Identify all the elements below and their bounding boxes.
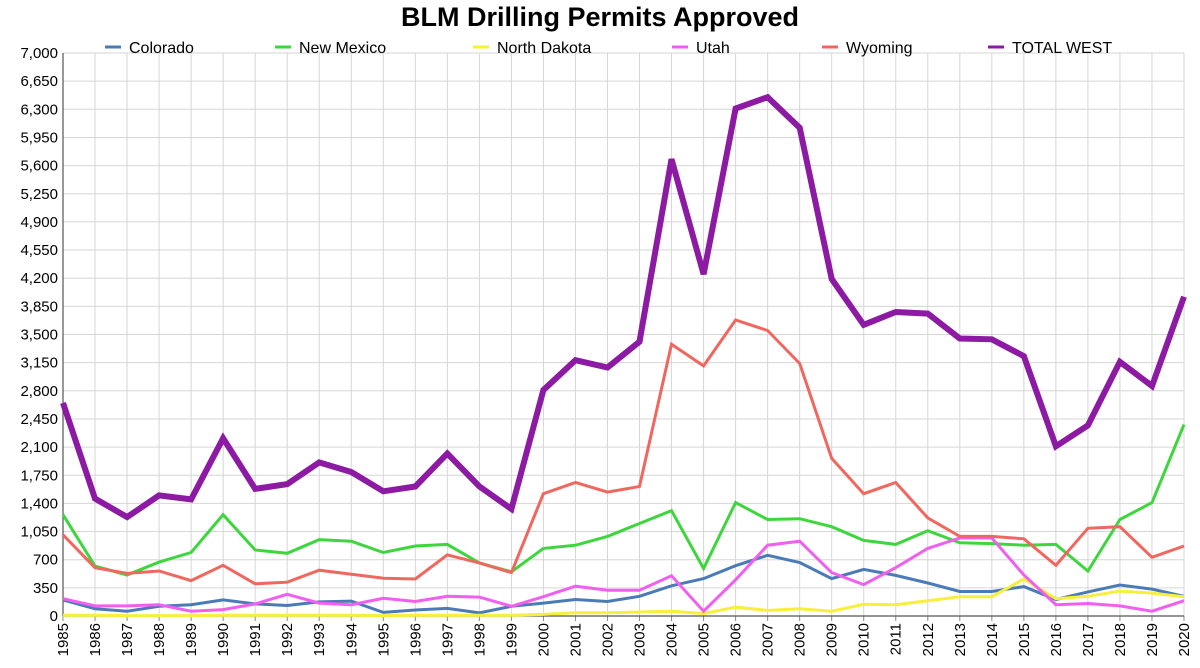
x-tick-label: 2009 <box>824 623 841 656</box>
y-tick-label: 700 <box>33 552 58 569</box>
x-tick-label: 2005 <box>696 623 713 656</box>
x-tick-label: 1999 <box>503 623 520 656</box>
x-tick-label: 2012 <box>920 623 937 656</box>
y-tick-label: 4,550 <box>20 242 58 259</box>
x-tick-label: 2000 <box>535 623 552 656</box>
y-tick-label: 4,900 <box>20 214 58 231</box>
legend-label-new-mexico: New Mexico <box>299 40 386 57</box>
x-tick-label: 2006 <box>728 623 745 656</box>
axis-layer: 0 350 700 1,050 1,400 1,750 2,100 2,450 2,800 3,1… <box>20 45 1193 656</box>
x-tick-label: 2011 <box>888 623 905 655</box>
y-tick-label: 1,750 <box>20 467 58 484</box>
y-tick-label: 6,650 <box>20 73 58 90</box>
y-tick-label: 3,150 <box>20 355 58 372</box>
x-tick-label: 2002 <box>599 623 616 656</box>
x-tick-label: 1988 <box>151 623 168 656</box>
y-tick-label: 4,200 <box>20 270 58 287</box>
series-line-colorado <box>62 553 1185 615</box>
series-layer <box>60 93 1187 618</box>
y-tick-label: 5,600 <box>20 158 58 175</box>
y-tick-label: 7,000 <box>20 45 58 62</box>
y-tick-label: 5,250 <box>20 186 58 203</box>
series-line-wyoming <box>61 318 1185 586</box>
x-tick-label: 1996 <box>407 623 424 656</box>
y-tick-label: 2,100 <box>20 439 58 456</box>
series-line-total-west <box>60 93 1187 521</box>
x-tick-label: 2020 <box>1176 623 1193 656</box>
x-tick-label: 1986 <box>87 623 104 656</box>
x-tick-label: 2003 <box>632 623 649 656</box>
x-tick-label: 2008 <box>792 623 809 656</box>
legend-label-wyoming: Wyoming <box>846 40 913 57</box>
x-tick-label: 2004 <box>664 623 681 656</box>
y-tick-label: 1,400 <box>20 495 58 512</box>
x-tick-label: 1997 <box>439 623 456 656</box>
y-tick-label: 2,450 <box>20 411 58 428</box>
legend-label-colorado: Colorado <box>129 40 194 57</box>
x-tick-label: 2019 <box>1144 623 1161 656</box>
x-tick-label: 2001 <box>567 623 584 656</box>
x-tick-label: 2014 <box>984 623 1001 656</box>
x-tick-label: 2013 <box>952 623 969 656</box>
legend: Colorado New Mexico North Dakota Utah Wyomin… <box>105 40 1112 57</box>
x-tick-label: 2016 <box>1048 623 1065 656</box>
x-tick-label: 1991 <box>247 623 264 656</box>
x-tick-label: 1992 <box>279 623 296 656</box>
x-tick-label: 1994 <box>343 623 360 656</box>
legend-label-north-dakota: North Dakota <box>497 40 591 57</box>
x-tick-label: 2018 <box>1112 623 1129 656</box>
y-tick-label: 5,950 <box>20 129 58 146</box>
x-tick-label: 2007 <box>760 623 777 656</box>
x-tick-label: 2017 <box>1080 623 1097 656</box>
x-tick-label: 1985 <box>55 623 72 656</box>
y-tick-label: 3,500 <box>20 327 58 344</box>
x-tick-label: 1998 <box>471 623 488 656</box>
series-line-north-dakota <box>63 577 1185 618</box>
x-tick-label: 2010 <box>856 623 873 656</box>
x-tick-label: 2015 <box>1016 623 1033 656</box>
y-tick-label: 350 <box>33 580 58 597</box>
x-tick-label: 1989 <box>183 623 200 656</box>
y-tick-label: 6,300 <box>20 101 58 118</box>
chart-title: BLM Drilling Permits Approved <box>400 2 800 32</box>
x-tick-label: 1993 <box>311 623 328 656</box>
y-tick-label: 0 <box>50 608 58 625</box>
x-tick-label: 1995 <box>375 623 392 656</box>
x-tick-label: 1987 <box>119 623 136 656</box>
grid-layer <box>62 52 1185 617</box>
legend-label-total-west: TOTAL WEST <box>1012 40 1112 57</box>
series-line-utah <box>62 536 1185 614</box>
y-tick-label: 2,800 <box>20 383 58 400</box>
y-tick-label: 1,050 <box>20 524 58 541</box>
legend-label-utah: Utah <box>696 40 730 57</box>
x-tick-label: 1990 <box>215 623 232 656</box>
y-tick-label: 3,850 <box>20 298 58 315</box>
